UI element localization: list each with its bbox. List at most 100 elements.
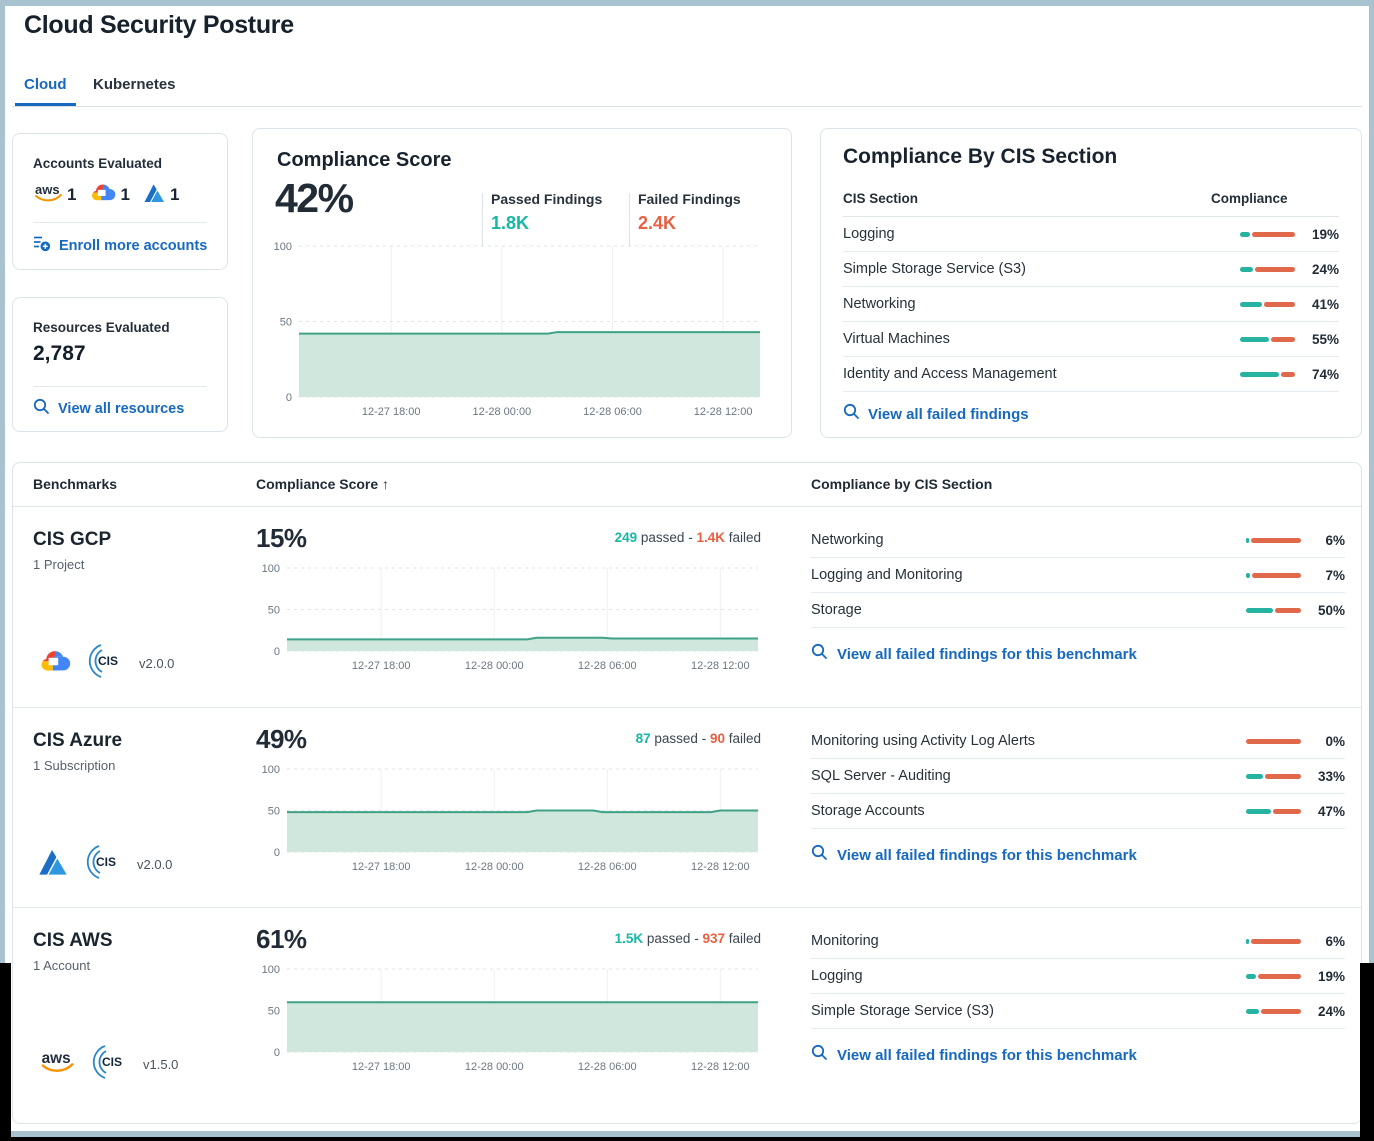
compliance-score-chart: 12-27 18:00 12-28 00:00 12-28 06:00 12-28 1… [274, 241, 760, 418]
compliance-score-column-header[interactable]: Compliance Score ↑ [256, 476, 390, 492]
compliance-bar [1246, 607, 1301, 613]
compliance-bar [1240, 301, 1295, 307]
cis-benchmark-icon: CIS [85, 641, 125, 686]
failed-findings-value: 2.4K [638, 213, 677, 233]
svg-text:12-27 18:00: 12-27 18:00 [352, 1061, 411, 1073]
enroll-accounts-icon [33, 234, 51, 257]
table-row: Logging 19% [811, 959, 1345, 994]
svg-text:12-28 00:00: 12-28 00:00 [465, 660, 524, 672]
window-frame-top [0, 0, 1374, 6]
passed-failed-summary: 249 passed - 1.4K failed [614, 530, 761, 545]
table-row: Monitoring using Activity Log Alerts 0% [811, 724, 1345, 759]
gcp-icon [90, 182, 116, 208]
benchmark-logos: CIS v2.0.0 [39, 842, 172, 887]
azure-account-count: 1 [144, 183, 179, 208]
svg-text:12-27 18:00: 12-27 18:00 [362, 406, 421, 418]
svg-text:50: 50 [280, 317, 292, 329]
compliance-pct: 50% [1317, 602, 1345, 618]
svg-text:50: 50 [268, 605, 280, 617]
cis-section-column-header: CIS Section [843, 191, 919, 206]
view-all-failed-findings-link[interactable]: View all failed findings [843, 403, 1029, 425]
compliance-bar [1246, 808, 1301, 814]
desktop-background-left [0, 963, 11, 1141]
compliance-pct: 19% [1311, 226, 1339, 242]
cis-table: Logging 19% Simple Storage Service (S3) … [843, 217, 1339, 392]
compliance-score-title: Compliance Score [277, 149, 452, 171]
benchmark-score-chart: 12-27 18:00 12-28 00:00 12-28 06:00 12-28 1… [262, 764, 758, 873]
svg-text:12-28 06:00: 12-28 06:00 [578, 660, 637, 672]
benchmark-scope: 1 Subscription [33, 758, 116, 773]
benchmark-version: v2.0.0 [137, 857, 173, 872]
divider [33, 222, 207, 223]
tab-kubernetes[interactable]: Kubernetes [93, 76, 176, 93]
compliance-by-cis-section-card: Compliance By CIS Section CIS Section Co… [820, 128, 1362, 438]
svg-text:12-28 12:00: 12-28 12:00 [691, 861, 750, 873]
benchmarks-column-header: Benchmarks [33, 476, 118, 492]
view-all-resources-link[interactable]: View all resources [33, 398, 184, 420]
compliance-pct: 33% [1317, 768, 1345, 784]
svg-text:12-28 12:00: 12-28 12:00 [694, 406, 753, 418]
passed-findings-label: Passed Findings [491, 191, 603, 207]
tab-cloud[interactable]: Cloud [15, 70, 76, 106]
compliance-bar [1240, 231, 1295, 237]
cis-section-name: Monitoring [811, 933, 879, 949]
cis-section-name: SQL Server - Auditing [811, 768, 951, 784]
svg-text:0: 0 [274, 646, 280, 658]
benchmarks-table-card: Benchmarks Compliance Score ↑ Compliance… [12, 462, 1362, 1124]
compliance-pct: 24% [1317, 1003, 1345, 1019]
svg-text:100: 100 [274, 241, 292, 253]
view-resources-label: View all resources [58, 401, 185, 417]
view-failed-findings-label: View all failed findings for this benchm… [837, 1046, 1137, 1064]
azure-icon [39, 848, 69, 881]
svg-text:12-28 00:00: 12-28 00:00 [465, 1061, 524, 1073]
cis-section-name: Identity and Access Management [843, 366, 1057, 382]
resources-count: 2,787 [33, 342, 86, 365]
svg-text:100: 100 [262, 764, 280, 776]
passed-findings-stat: Passed Findings 1.8K [491, 191, 602, 234]
compliance-bar [1246, 973, 1301, 979]
svg-text:0: 0 [274, 1047, 280, 1059]
divider [482, 193, 483, 247]
view-failed-findings-benchmark-link[interactable]: View all failed findings for this benchm… [811, 643, 1137, 665]
svg-text:aws: aws [35, 182, 60, 197]
benchmark-cis-sections: Networking 6% Logging and Monitoring 7% … [811, 523, 1345, 628]
compliance-pct: 6% [1325, 532, 1345, 548]
search-icon [811, 1044, 828, 1066]
compliance-bar [1246, 1008, 1301, 1014]
table-row: Logging 19% [843, 217, 1339, 252]
window-frame-left [0, 0, 5, 1141]
view-failed-findings-label: View all failed findings for this benchm… [837, 645, 1137, 663]
svg-text:CIS: CIS [102, 1055, 122, 1069]
svg-text:50: 50 [268, 1006, 280, 1018]
table-row: Virtual Machines 55% [843, 322, 1339, 357]
compliance-bar [1246, 572, 1301, 578]
table-row: Networking 41% [843, 287, 1339, 322]
cis-benchmark-icon: CIS [89, 1042, 129, 1087]
search-icon [811, 643, 828, 665]
cis-section-card-title: Compliance By CIS Section [843, 145, 1118, 168]
benchmark-cis-sections: Monitoring using Activity Log Alerts 0% … [811, 724, 1345, 829]
benchmark-score-chart: 12-27 18:00 12-28 00:00 12-28 06:00 12-28 1… [262, 563, 758, 672]
benchmark-logos: aws CIS v1.5.0 [39, 1042, 178, 1087]
provider-counts: aws 1 1 [33, 180, 186, 210]
table-row: Logging and Monitoring 7% [811, 558, 1345, 593]
benchmark-cis-sections: Monitoring 6% Logging 19% Simple Storage… [811, 924, 1345, 1029]
azure-icon [144, 183, 166, 208]
benchmark-score: 15% [256, 523, 307, 553]
failed-findings-label: Failed Findings [638, 191, 741, 207]
cis-benchmark-icon: CIS [83, 842, 123, 887]
compliance-score-card: Compliance Score 42% Passed Findings 1.8… [252, 128, 792, 438]
view-failed-findings-benchmark-link[interactable]: View all failed findings for this benchm… [811, 844, 1137, 866]
compliance-bar [1240, 336, 1295, 342]
enroll-more-accounts-link[interactable]: Enroll more accounts [33, 234, 207, 257]
compliance-bar [1246, 537, 1301, 543]
compliance-bar [1246, 938, 1301, 944]
cis-section-name: Storage Accounts [811, 803, 925, 819]
aws-icon: aws [39, 1049, 75, 1080]
view-failed-findings-benchmark-link[interactable]: View all failed findings for this benchm… [811, 1044, 1137, 1066]
table-row: Networking 6% [811, 523, 1345, 558]
svg-text:aws: aws [42, 1050, 71, 1067]
search-icon [33, 398, 50, 420]
window-frame-right [1369, 0, 1374, 1141]
benchmark-score-chart: 12-27 18:00 12-28 00:00 12-28 06:00 12-28 1… [262, 964, 758, 1073]
